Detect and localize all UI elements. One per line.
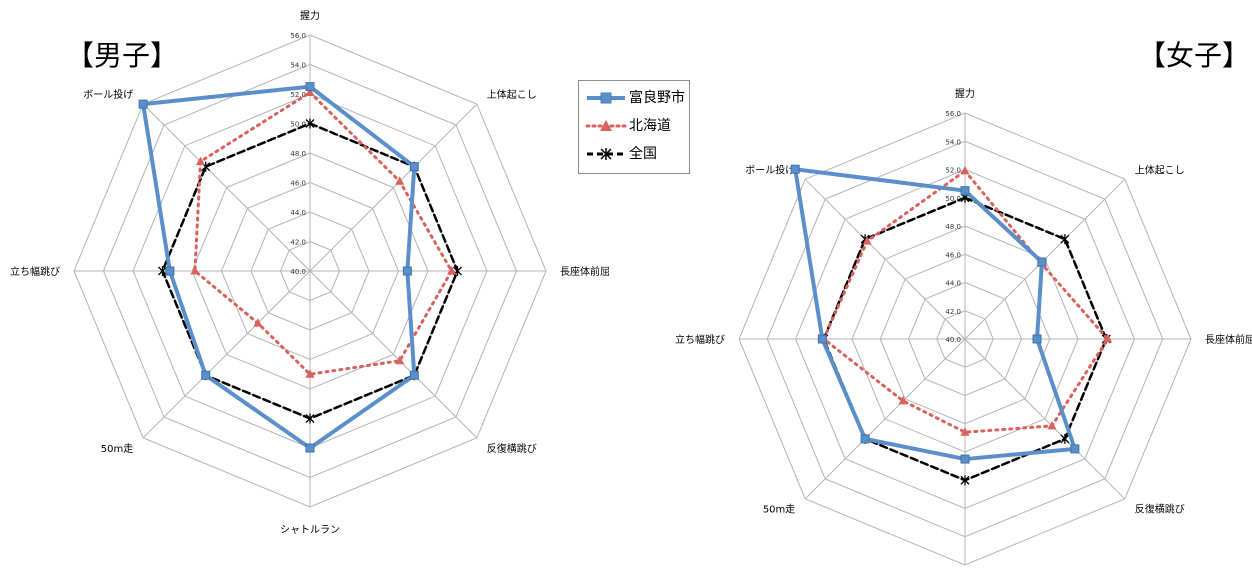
point-furano [790,164,800,174]
grid-spoke [309,270,478,439]
tick-label: 50.0 [290,121,306,129]
legend-label-furano: 富良野市 [629,90,685,106]
tick-label: 54.0 [945,138,961,146]
chart-legend: 富良野市 北海道 全国 [578,80,690,174]
point-furano [138,99,148,109]
point-hokkaido [305,87,315,97]
tick-label: 42.0 [945,308,961,316]
point-hokkaido [447,266,457,275]
tick-label: 50.0 [945,195,961,203]
radar-chart-1: 40.0 42.0 44.0 46.0 48.0 50.0 52.0 54.0 56.0 握力上体… [675,87,1252,583]
point-hokkaido [395,355,405,365]
category-label: 立ち幅跳び [10,265,60,278]
grid-spoke [804,178,966,340]
category-label: 上体起こし [1135,164,1185,176]
grid-spoke [964,338,1126,500]
series-line-1 [822,169,1110,434]
series-line-1 [193,91,454,376]
tick-label: 44.0 [290,209,306,217]
point-furano [409,370,419,380]
point-national [960,475,970,486]
tick-label: 46.0 [945,251,961,259]
point-furano [402,266,412,276]
point-hokkaido [862,236,872,245]
legend-label-national: 全国 [629,146,657,162]
tick-label: 40.0 [945,336,961,344]
category-label: 握力 [300,9,320,22]
point-national [305,413,315,424]
point-furano [1037,257,1047,267]
tick-label: 44.0 [945,280,961,288]
legend-label-hokkaido: 北海道 [629,118,671,134]
point-hokkaido [1047,420,1057,430]
tick-label: 52.0 [290,91,306,99]
tick-label: 56.0 [290,32,306,40]
point-national [1060,234,1070,245]
point-furano [960,454,970,464]
grid-spoke [142,103,311,272]
point-furano [305,443,315,453]
tick-label: 42.0 [290,239,306,247]
tick-label: 48.0 [945,223,961,231]
radar-chart-0: 40.0 42.0 44.0 46.0 48.0 50.0 52.0 54.0 56.0 握力上体… [10,9,610,536]
category-label: 50m走 [763,504,795,516]
category-label: 50m走 [101,443,133,455]
girls-panel-title: 【女子】 [1138,39,1251,72]
point-national [305,118,315,129]
point-hokkaido [960,165,970,175]
category-label: 上体起こし [487,89,537,101]
point-hokkaido [190,266,200,275]
point-furano [1070,444,1080,454]
point-hokkaido [195,156,205,165]
category-label: 立ち幅跳び [675,333,725,346]
legend-swatch-national [587,148,625,160]
category-label: 長座体前屈 [1205,333,1252,346]
tick-label: 48.0 [290,150,306,158]
grid-spoke [309,103,478,272]
grid-spoke [804,338,966,500]
legend-swatch-furano [587,92,625,104]
grid-spoke [142,270,311,439]
category-label: シャトルラン [280,524,340,536]
boys-panel-title: 【男子】 [66,39,179,72]
point-hokkaido [1103,334,1113,343]
point-furano [305,82,315,92]
category-label: 長座体前屈 [560,265,610,278]
point-furano [165,266,175,276]
point-hokkaido [960,427,970,436]
point-furano [860,434,870,444]
category-label: 握力 [955,87,975,100]
tick-label: 56.0 [945,110,961,118]
tick-label: 40.0 [290,268,306,276]
series-line-0 [793,167,1077,462]
point-national [158,266,167,276]
tick-label: 46.0 [290,180,306,188]
point-hokkaido [305,369,315,378]
legend-swatch-hokkaido [585,120,627,131]
point-furano [201,370,211,380]
category-label: 反復横跳び [487,442,537,455]
tick-label: 54.0 [290,62,306,70]
category-label: 反復横跳び [1135,503,1185,516]
point-furano [409,162,419,172]
point-hokkaido [253,318,263,327]
category-label: ボール投げ [745,163,795,176]
point-hokkaido [395,176,405,185]
point-furano [960,186,970,196]
point-furano [1032,334,1042,344]
category-label: ボール投げ [83,88,133,101]
point-national [1060,433,1070,444]
point-hokkaido [898,395,908,405]
point-furano [817,334,827,344]
tick-label: 52.0 [945,167,961,175]
